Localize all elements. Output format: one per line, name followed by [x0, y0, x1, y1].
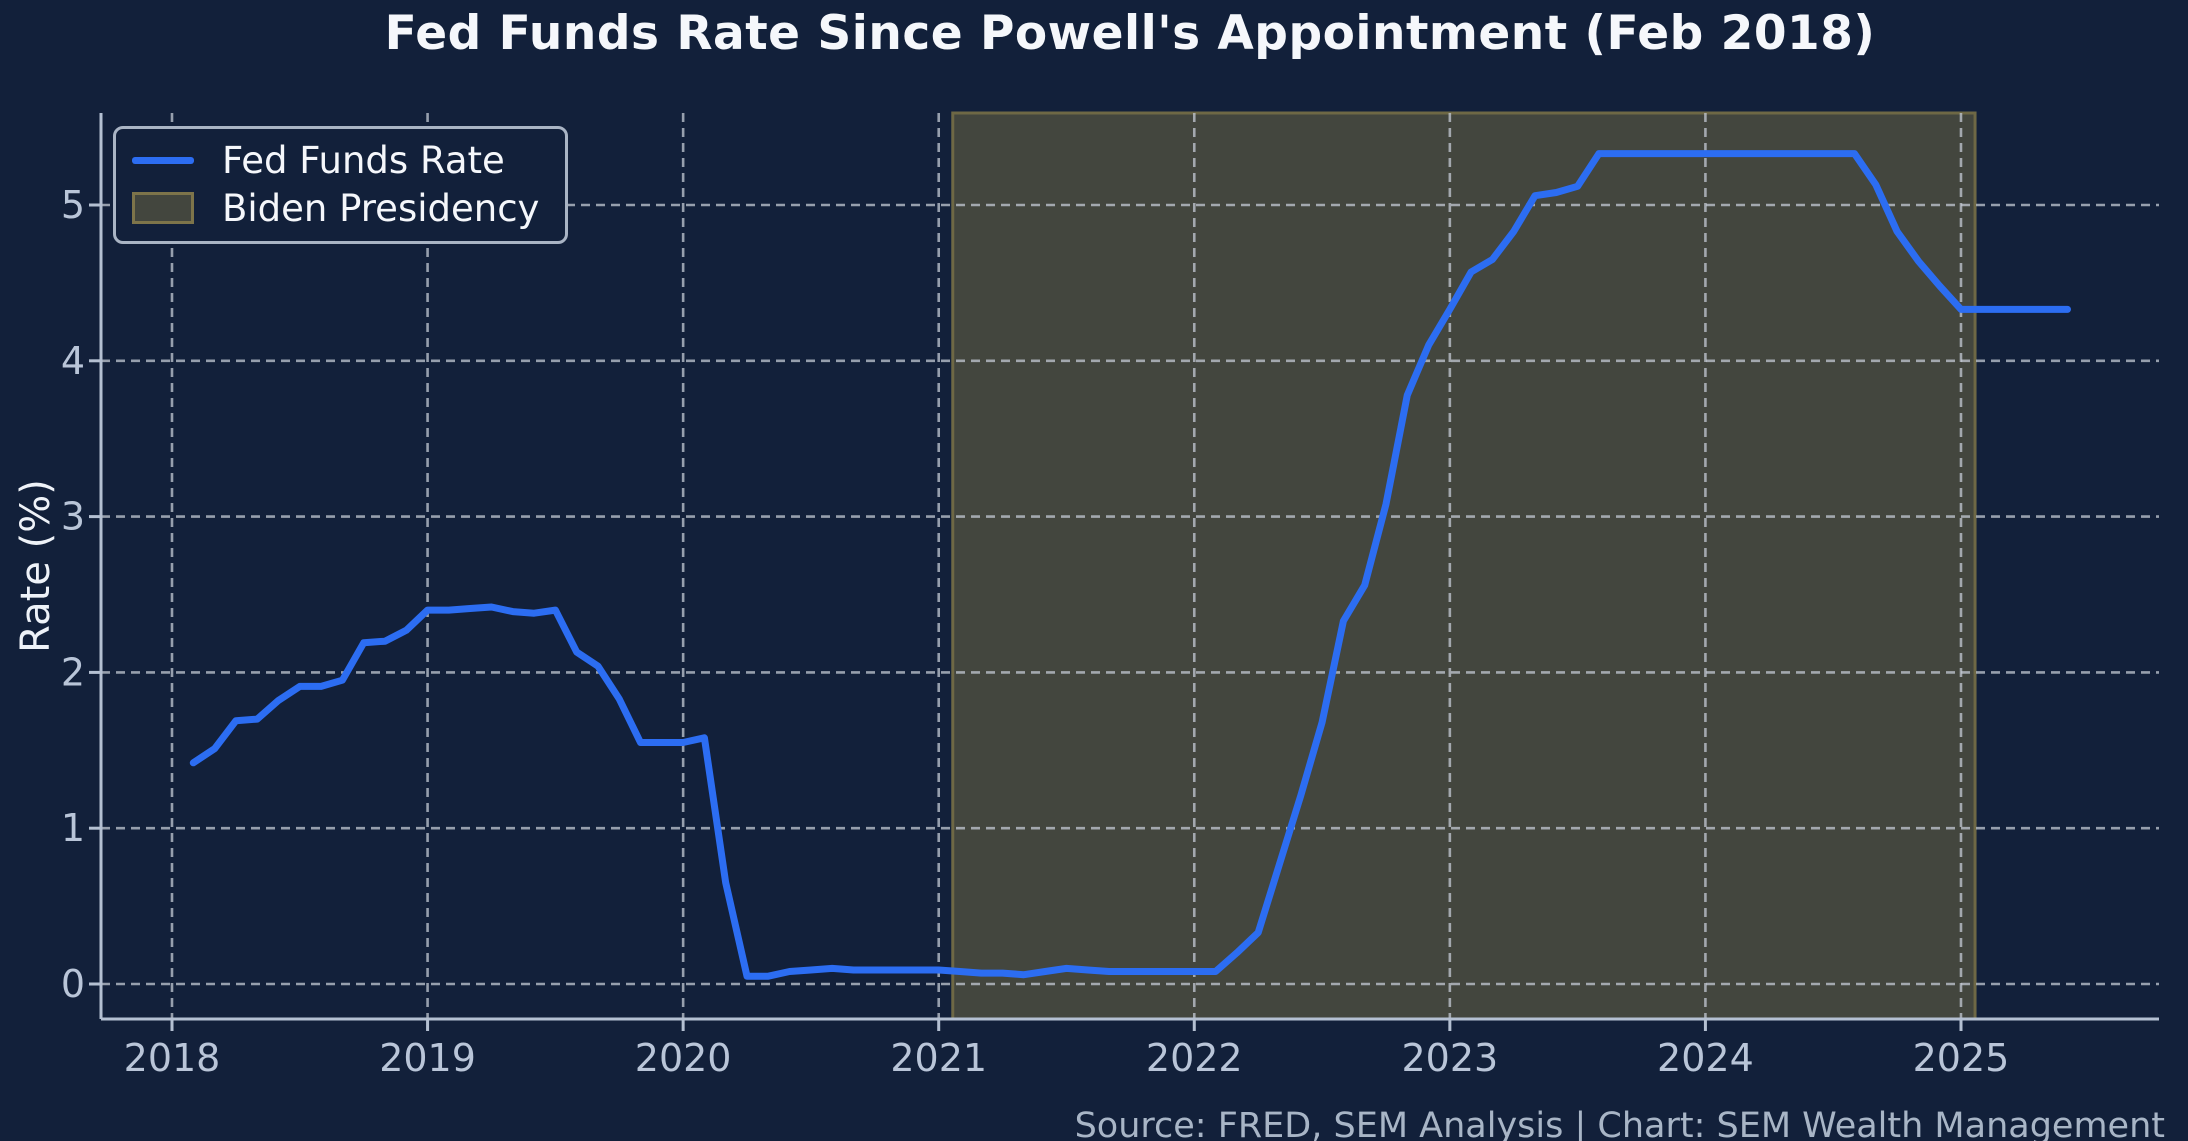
legend: Fed Funds Rate Biden Presidency	[113, 126, 569, 244]
legend-item-biden-presidency: Biden Presidency	[132, 186, 540, 230]
y-tick-label: 1	[61, 806, 85, 850]
x-tick-label: 2024	[1657, 1036, 1754, 1080]
y-tick-label: 2	[61, 650, 85, 694]
fed-funds-rate-line	[189, 150, 2071, 980]
legend-swatch-column	[132, 156, 196, 164]
legend-line-swatch-icon	[132, 156, 194, 164]
legend-label-biden-presidency: Biden Presidency	[222, 186, 540, 230]
legend-label-fed-funds-rate: Fed Funds Rate	[222, 138, 505, 182]
x-tick-label: 2020	[635, 1036, 732, 1080]
x-tick-label: 2025	[1913, 1036, 2010, 1080]
y-tick-label: 0	[61, 962, 85, 1006]
y-tick-label: 5	[61, 183, 85, 227]
source-credit: Source: FRED, SEM Analysis | Chart: SEM …	[1074, 1106, 2165, 1141]
legend-item-fed-funds-rate: Fed Funds Rate	[132, 138, 539, 182]
x-tick-label: 2018	[124, 1036, 221, 1080]
legend-patch-swatch-icon	[132, 192, 194, 224]
y-tick-label: 3	[61, 495, 85, 539]
x-tick-label: 2022	[1146, 1036, 1243, 1080]
x-tick-label: 2019	[379, 1036, 476, 1080]
x-tick-label: 2021	[890, 1036, 987, 1080]
legend-swatch-column	[132, 192, 196, 224]
x-tick-label: 2023	[1401, 1036, 1498, 1080]
y-tick-label: 4	[61, 339, 85, 383]
chart-title: Fed Funds Rate Since Powell's Appointmen…	[384, 6, 1876, 61]
biden-presidency-region	[951, 111, 1977, 1021]
